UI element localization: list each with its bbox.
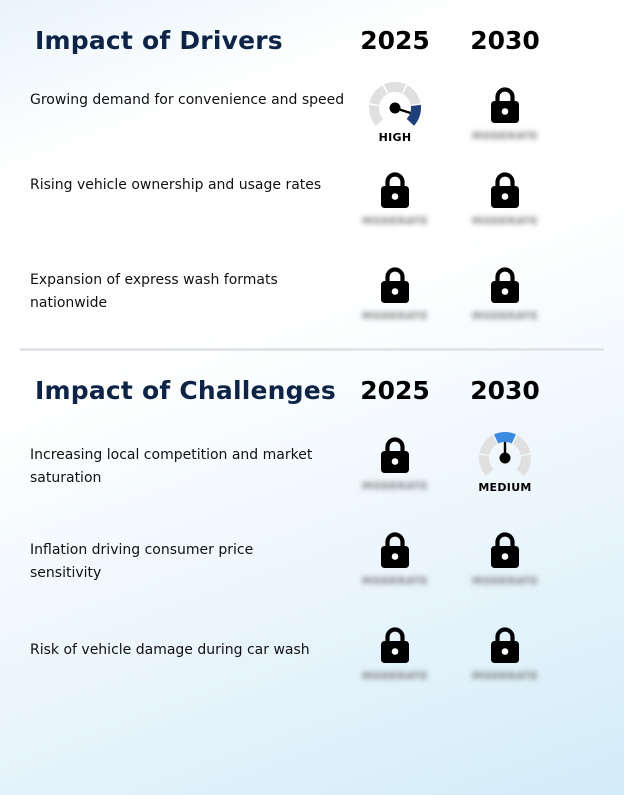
locked-rating-text: MODERATE (362, 311, 428, 322)
locked-rating-text: MODERATE (472, 131, 538, 142)
driver-row-label-2: Rising vehicle ownership and usage rates (30, 177, 322, 193)
challenge-1-2030-cell: MEDIUM (450, 430, 560, 510)
gauge-icon (369, 82, 421, 126)
driver-1-2025-cell: HIGH (340, 80, 450, 160)
lock-icon (491, 267, 519, 303)
drivers-year-2030: 2030 (470, 26, 540, 55)
lock-icon (381, 267, 409, 303)
challenge-row-label-3: Risk of vehicle damage during car wash (30, 642, 310, 658)
drivers-section-title: Impact of Drivers (35, 26, 283, 55)
challenge-2-2030-cell[interactable]: MODERATE (450, 531, 560, 611)
challenge-1-2025-cell[interactable]: MODERATE (340, 436, 450, 516)
gauge-level-label: HIGH (378, 131, 412, 144)
challenges-year-2025: 2025 (360, 376, 430, 405)
gauge-icon (479, 432, 531, 476)
challenges-year-2030: 2030 (470, 376, 540, 405)
driver-row-label-3: Expansion of express wash formats nation… (30, 272, 278, 311)
challenge-3-2030-cell[interactable]: MODERATE (450, 626, 560, 706)
locked-rating-text: MODERATE (472, 216, 538, 227)
challenge-row-label-1: Increasing local competition and market … (30, 447, 313, 486)
locked-rating-text: MODERATE (362, 216, 428, 227)
lock-icon (491, 172, 519, 208)
gauge-level-label: MEDIUM (478, 481, 532, 494)
driver-3-2030-cell[interactable]: MODERATE (450, 266, 560, 346)
drivers-year-2025: 2025 (360, 26, 430, 55)
lock-icon (381, 532, 409, 568)
locked-rating-text: MODERATE (362, 576, 428, 587)
driver-2-2030-cell[interactable]: MODERATE (450, 171, 560, 251)
lock-icon (381, 627, 409, 663)
driver-3-2025-cell[interactable]: MODERATE (340, 266, 450, 346)
locked-rating-text: MODERATE (472, 671, 538, 682)
challenge-2-2025-cell[interactable]: MODERATE (340, 531, 450, 611)
locked-rating-text: MODERATE (362, 481, 428, 492)
lock-icon (491, 532, 519, 568)
challenges-section-title: Impact of Challenges (35, 376, 336, 405)
driver-row-label-1: Growing demand for convenience and speed (30, 92, 345, 108)
locked-rating-text: MODERATE (362, 671, 428, 682)
lock-icon (491, 87, 519, 123)
locked-rating-text: MODERATE (472, 311, 538, 322)
driver-1-2030-cell[interactable]: MODERATE (450, 86, 560, 166)
lock-icon (491, 627, 519, 663)
locked-rating-text: MODERATE (472, 576, 538, 587)
lock-icon (381, 172, 409, 208)
challenge-row-label-2: Inflation driving consumer price sensiti… (30, 542, 254, 581)
challenge-3-2025-cell[interactable]: MODERATE (340, 626, 450, 706)
lock-icon (381, 437, 409, 473)
section-divider (20, 348, 604, 351)
driver-2-2025-cell[interactable]: MODERATE (340, 171, 450, 251)
